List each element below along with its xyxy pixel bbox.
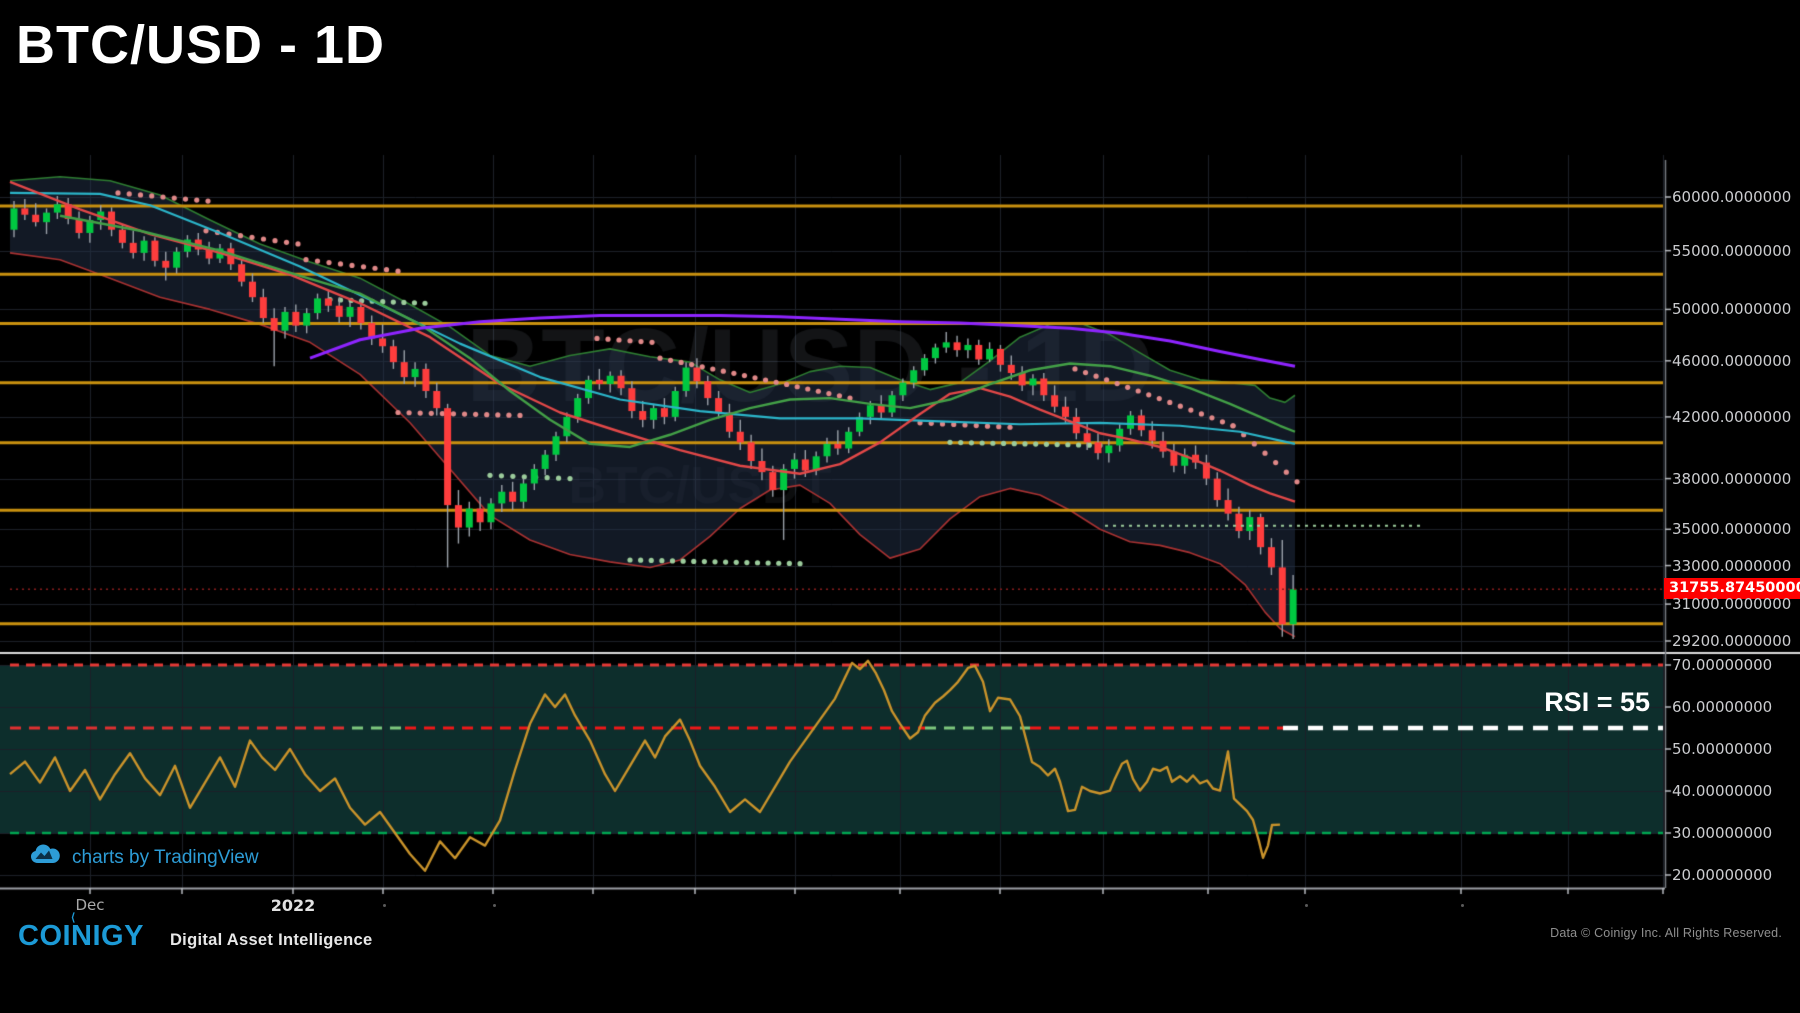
rsi-tick-label: 40.00000000 <box>1672 782 1773 800</box>
x-axis-minor-tick <box>493 904 496 907</box>
price-tick-label: 50000.0000000 <box>1672 300 1792 319</box>
rsi-tick-label: 70.00000000 <box>1672 656 1773 674</box>
price-tick-label: 31000.0000000 <box>1672 595 1792 614</box>
price-tick-label: 42000.0000000 <box>1672 407 1792 426</box>
rsi-tick-label: 20.00000000 <box>1672 866 1773 884</box>
x-axis-label: 2022 <box>270 896 316 915</box>
x-axis-minor-tick <box>1305 904 1308 907</box>
rsi-tick-label: 30.00000000 <box>1672 824 1773 842</box>
copyright-text: Data © Coinigy Inc. All Rights Reserved. <box>1550 926 1782 940</box>
x-axis-minor-tick <box>383 904 386 907</box>
tradingview-attribution-text[interactable]: charts by TradingView <box>72 846 259 868</box>
tradingview-logo-icon <box>30 843 61 872</box>
price-tick-label: 35000.0000000 <box>1672 520 1792 539</box>
price-tick-label: 46000.0000000 <box>1672 351 1792 370</box>
x-axis-label: Dec <box>75 896 105 914</box>
price-tick-label: 33000.0000000 <box>1672 556 1792 575</box>
tradingview-attribution[interactable]: charts by TradingView <box>30 843 259 872</box>
coinigy-logo[interactable]: COINIGY ⟨ <box>18 912 144 952</box>
x-axis-minor-tick <box>1461 904 1464 907</box>
footer-brand-row: COINIGY ⟨ Digital Asset Intelligence <box>18 912 373 953</box>
current-price-badge: 31755.87450000 <box>1664 578 1800 599</box>
price-tick-label: 38000.0000000 <box>1672 469 1792 488</box>
coinigy-tagline: Digital Asset Intelligence <box>169 931 373 949</box>
rsi-tick-label: 60.00000000 <box>1672 698 1773 716</box>
price-tick-label: 29200.0000000 <box>1672 631 1792 650</box>
rsi-value-label: RSI = 55 <box>1544 687 1650 717</box>
price-tick-label: 60000.0000000 <box>1672 188 1792 206</box>
price-tick-label: 55000.0000000 <box>1672 241 1792 260</box>
page-title: BTC/USD - 1D <box>16 15 386 75</box>
rsi-tick-label: 50.00000000 <box>1672 740 1773 758</box>
coinigy-caret-icon: ⟨ <box>71 912 76 924</box>
